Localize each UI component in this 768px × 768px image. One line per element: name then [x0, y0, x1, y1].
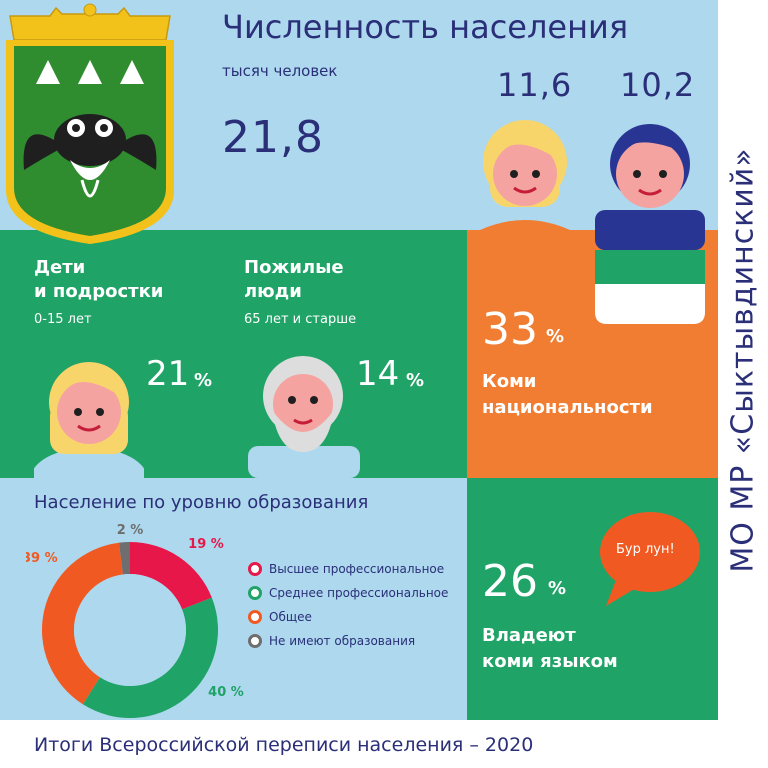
komi-language-unit: %: [548, 578, 567, 599]
side-title: МО МР «Сыктывдинский»: [718, 0, 768, 720]
side-title-text: МО МР «Сыктывдинский»: [725, 147, 761, 573]
children-label-2: и подростки: [34, 281, 164, 302]
komi-nationality-label-2: национальности: [482, 397, 653, 418]
donut-hole: [74, 574, 186, 686]
elderly-unit: %: [406, 370, 425, 391]
komi-nationality-unit: %: [546, 326, 565, 347]
komi-nationality-label-1: Коми: [482, 371, 537, 392]
elderly-avatar: [248, 356, 360, 478]
legend-marker-icon: [248, 586, 262, 600]
male-value: 10,2: [620, 66, 696, 104]
speech-bubble-text: Бур лун!: [616, 542, 675, 557]
slice-secondary: [82, 597, 218, 718]
page-subtitle: тысяч человек: [222, 62, 338, 80]
children-unit: %: [194, 370, 213, 391]
legend-item-higher: Высшее профессиональное: [248, 557, 448, 581]
legend-label: Не имеют образования: [269, 634, 416, 648]
children-label-1: Дети: [34, 257, 86, 278]
komi-language-label-2: коми языком: [482, 651, 618, 672]
speech-bubble-icon: [600, 512, 700, 606]
slice-value-label: 39 %: [26, 551, 58, 566]
page-title: Численность населения: [222, 8, 629, 46]
chart-legend: Высшее профессиональное Среднее професси…: [248, 557, 448, 653]
legend-label: Среднее профессиональное: [269, 586, 449, 600]
legend-marker-icon: [248, 562, 262, 576]
slice-general: [42, 542, 123, 705]
legend-label: Общее: [269, 610, 312, 624]
slice-higher: [130, 542, 212, 610]
total-value: 21,8: [222, 112, 324, 163]
slice-none: [118, 542, 130, 575]
elderly-age: 65 лет и старше: [244, 312, 357, 327]
legend-item-none: Не имеют образования: [248, 629, 448, 653]
man-avatar: [595, 124, 705, 324]
footer-text: Итоги Всероссийской переписи населения –…: [34, 734, 534, 756]
slice-value-label: 19 %: [188, 537, 224, 552]
komi-nationality-value: 33: [482, 304, 538, 355]
legend-marker-icon: [248, 634, 262, 648]
side-bar: [718, 0, 768, 720]
children-age: 0-15 лет: [34, 312, 92, 327]
slice-value-label: 40 %: [208, 685, 244, 700]
legend-label: Высшее профессиональное: [269, 562, 445, 576]
coat-of-arms-icon: [6, 3, 174, 244]
legend-marker-icon: [248, 610, 262, 624]
female-value: 11,6: [497, 66, 573, 104]
education-donut-chart: 19 % 40 % 39 % 2 %: [26, 523, 244, 718]
woman-avatar: [480, 120, 570, 230]
elderly-value: 14: [356, 354, 400, 394]
komi-language-value: 26: [482, 556, 538, 607]
elderly-label-1: Пожилые: [244, 257, 344, 278]
footer-bar: [0, 720, 718, 768]
legend-item-secondary: Среднее профессиональное: [248, 581, 448, 605]
legend-item-general: Общее: [248, 605, 448, 629]
child-avatar: [34, 362, 144, 478]
children-value: 21: [146, 354, 190, 394]
slice-value-label: 2 %: [117, 523, 144, 538]
chart-title: Население по уровню образования: [34, 492, 369, 513]
komi-language-label-1: Владеют: [482, 625, 576, 646]
elderly-label-2: люди: [244, 281, 302, 302]
